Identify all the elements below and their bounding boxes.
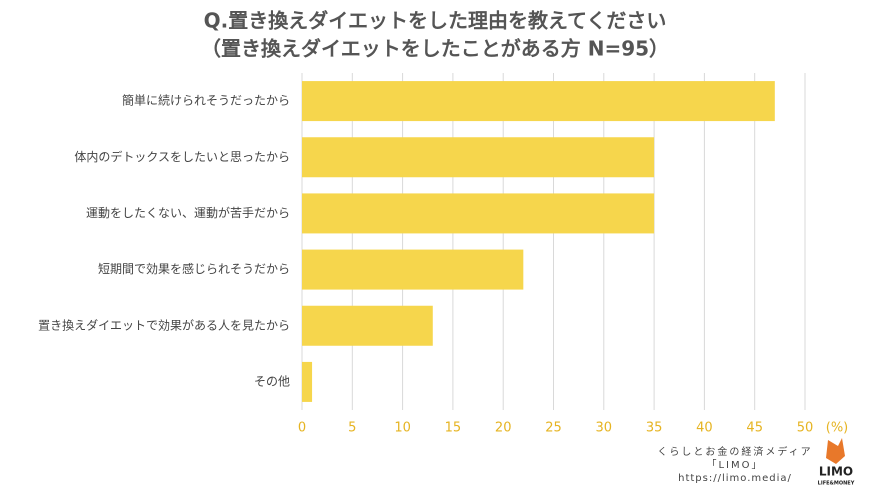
bar (302, 361, 313, 402)
x-tick-label: 10 (394, 421, 411, 436)
y-tick-label: その他 (254, 374, 290, 388)
chart-title: Q.置き換えダイエットをした理由を教えてください (204, 9, 667, 33)
x-unit-label: (%) (826, 421, 849, 436)
logo-icon (826, 438, 845, 464)
bar (302, 305, 433, 346)
x-tick-label: 30 (596, 421, 613, 436)
x-tick-label: 0 (298, 421, 306, 436)
y-tick-label: 体内のデトックスをしたいと思ったから (74, 149, 290, 164)
y-tick-label: 置き換えダイエットで効果がある人を見たから (38, 317, 290, 332)
y-tick-label: 簡単に続けられそうだったから (122, 93, 290, 108)
x-tick-label: 35 (646, 421, 663, 436)
bar (302, 193, 655, 234)
x-tick-label: 45 (746, 421, 763, 436)
x-tick-label: 40 (696, 421, 713, 436)
footer-tagline: くらしとお金の経済メディア (657, 445, 812, 458)
x-tick-label: 50 (797, 421, 814, 436)
y-tick-label: 運動をしたくない、運動が苦手だから (86, 205, 290, 220)
y-tick-label: 短期間で効果を感じられそうだから (98, 261, 290, 276)
x-tick-label: 20 (495, 421, 512, 436)
x-tick-label: 15 (445, 421, 462, 436)
footer-brand: 「LIMO」 (706, 459, 763, 471)
logo-sub: LIFE&MONEY (818, 481, 855, 487)
footer-url: https://limo.media/ (678, 473, 792, 484)
logo-text: LIMO (819, 465, 853, 479)
bar (302, 249, 524, 290)
footer: くらしとお金の経済メディア 「LIMO」 https://limo.media/… (657, 438, 855, 487)
bar (302, 137, 655, 178)
chart-subtitle: （置き換えダイエットをしたことがある方 N=95） (201, 37, 669, 61)
bar (302, 81, 775, 122)
x-tick-label: 5 (348, 421, 356, 436)
x-tick-label: 25 (545, 421, 562, 436)
